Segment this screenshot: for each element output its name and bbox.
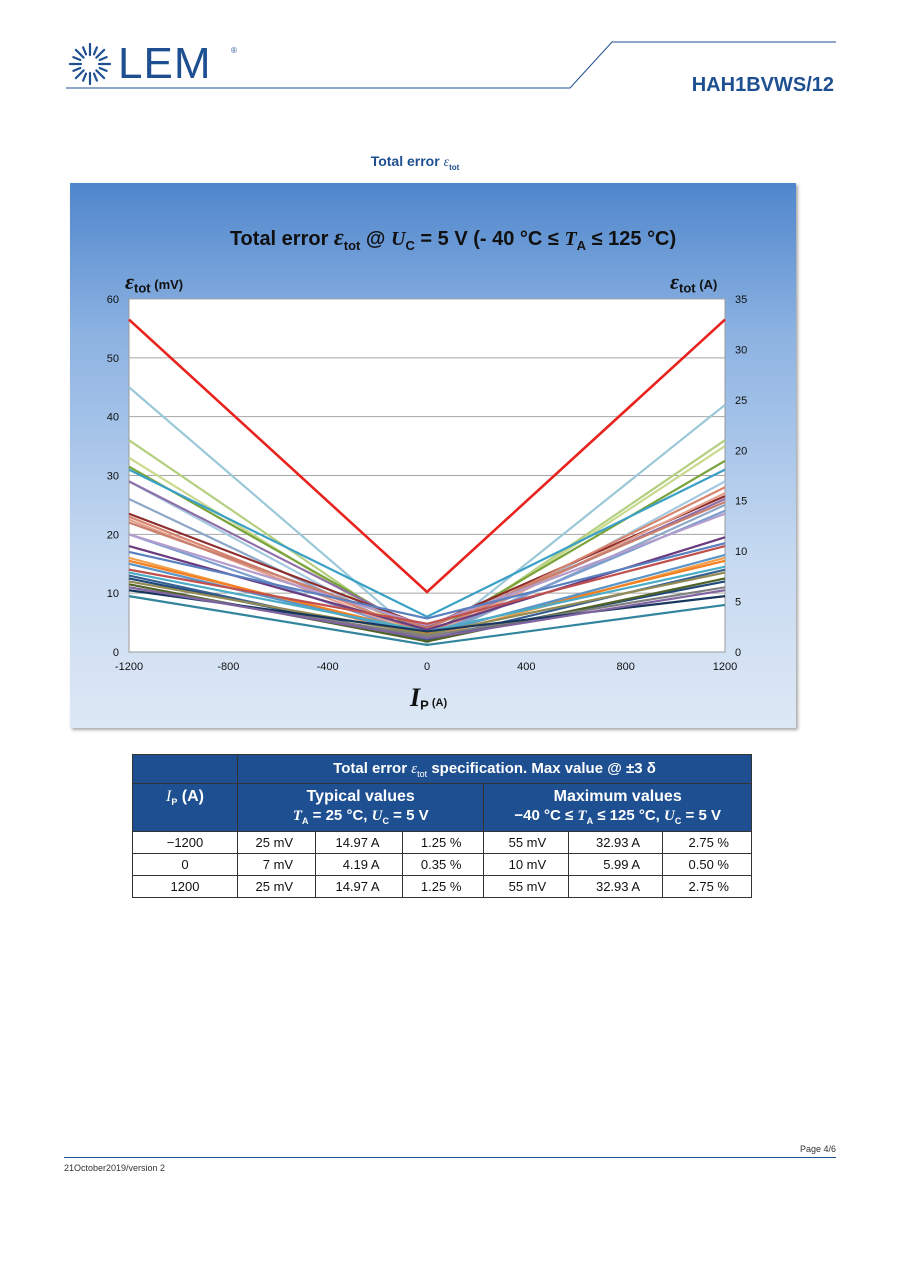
y-axis-left-label: εtot (mV): [125, 269, 184, 296]
typical-header: Typical values TA = 25 °C, UC = 5 V: [236, 783, 485, 832]
table-corner: [132, 754, 238, 784]
y-tick-label-left: 10: [107, 588, 119, 600]
logo-ray: [82, 46, 88, 56]
y-axis-right-label: εtot (A): [670, 269, 718, 296]
lem-logo-icon: [68, 42, 112, 86]
y-tick-label-right: 20: [735, 445, 747, 457]
x-tick-label: 400: [517, 661, 535, 673]
brand-name: LEM: [118, 39, 212, 88]
y-tick-label-right: 25: [735, 395, 747, 407]
footer-date: 21October2019/version 2: [64, 1163, 166, 1173]
x-tick-label: -400: [317, 661, 339, 673]
x-tick-label: 0: [424, 661, 430, 673]
x-tick-label: 1200: [713, 661, 737, 673]
y-tick-label-left: 60: [107, 294, 119, 306]
y-tick-label-left: 30: [107, 471, 119, 483]
logo-ray: [98, 66, 108, 72]
logo-ray: [98, 56, 108, 62]
series-line: [128, 468, 726, 618]
ip-header: IP (A): [132, 783, 238, 832]
section-title: Total error εtot: [370, 153, 460, 172]
y-tick-label-right: 5: [735, 597, 741, 609]
y-tick-label-left: 40: [107, 412, 119, 424]
x-axis-label: IP (A): [410, 683, 448, 713]
series-line: [128, 586, 726, 640]
chart-plot: 0 10 20 30 40 50 60 0 5 10 15 20 25 30 35 -1200 -800 -400…: [107, 294, 748, 673]
logo-ray: [72, 66, 82, 72]
page-number: Page 4/6: [799, 1144, 836, 1154]
y-tick-label-left: 0: [113, 647, 119, 659]
x-tick-label: 800: [616, 661, 634, 673]
logo-ray: [74, 69, 85, 80]
series-line: [128, 500, 726, 630]
table-row: 1200 25 mV 14.97 A 1.25 % 55 mV 32.93 A …: [132, 875, 752, 898]
logo-ray: [72, 56, 82, 62]
series-line: [128, 512, 726, 627]
series-line: [128, 545, 726, 625]
chart-title: Total error εtot @ UC = 5 V (- 40 °C ≤ T…: [229, 225, 677, 253]
logo-ray: [95, 48, 106, 59]
brand-registered-mark: ®: [231, 46, 237, 55]
y-tick-label-right: 35: [735, 294, 747, 306]
series-line: [128, 559, 726, 635]
y-tick-label-left: 50: [107, 353, 119, 365]
y-tick-label-right: 0: [735, 647, 741, 659]
series-line: [128, 595, 726, 647]
header-rule: [66, 41, 836, 89]
table-row: 0 7 mV 4.19 A 0.35 % 10 mV 5.99 A 0.50 %: [132, 853, 752, 876]
y-tick-label-right: 10: [735, 546, 747, 558]
y-tick-label-right: 30: [735, 344, 747, 356]
chart-panel: Total error εtot @ UC = 5 V (- 40 °C ≤ T…: [70, 183, 796, 728]
limit-line: [128, 318, 726, 594]
logo-ray: [92, 46, 98, 56]
logo-ray: [82, 72, 88, 82]
table-title: Total error εtot specification. Max valu…: [237, 754, 752, 784]
document-code: HAH1BVWS/12: [691, 74, 834, 96]
x-tick-label: -800: [217, 661, 239, 673]
logo-ray: [74, 48, 85, 59]
series-line: [128, 495, 726, 628]
max-header: Maximum values −40 °C ≤ TA ≤ 125 °C, UC …: [483, 783, 752, 832]
series-line: [128, 571, 726, 636]
x-tick-label: -1200: [115, 661, 143, 673]
spec-table: Total error εtot specification. Max valu…: [132, 754, 752, 898]
series-line: [128, 542, 726, 620]
logo-ray: [95, 69, 106, 80]
footer-rule: [64, 1157, 836, 1158]
table-row: −1200 25 mV 14.97 A 1.25 % 55 mV 32.93 A…: [132, 831, 752, 854]
y-tick-label-right: 15: [735, 496, 747, 508]
logo-ray: [92, 72, 98, 82]
y-tick-label-left: 20: [107, 529, 119, 541]
